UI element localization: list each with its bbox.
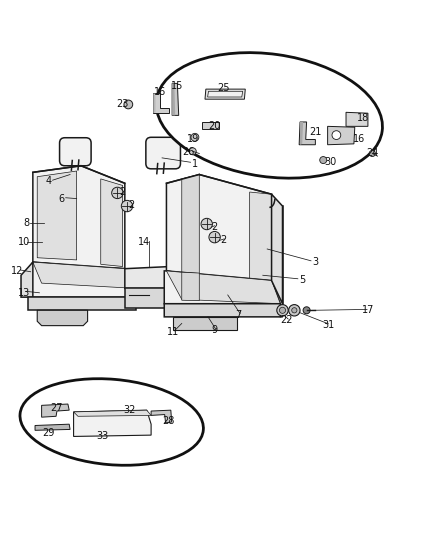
Circle shape	[189, 148, 196, 155]
Polygon shape	[328, 126, 355, 145]
Polygon shape	[125, 266, 171, 288]
Text: 14: 14	[138, 237, 151, 247]
Polygon shape	[42, 404, 69, 417]
Polygon shape	[37, 310, 88, 326]
Text: 15: 15	[171, 81, 184, 91]
Circle shape	[112, 187, 123, 199]
Circle shape	[369, 150, 375, 157]
Ellipse shape	[20, 379, 203, 465]
Text: 24: 24	[366, 149, 378, 158]
Text: 22: 22	[281, 316, 293, 325]
Circle shape	[191, 133, 199, 141]
Text: 23: 23	[117, 100, 129, 109]
Polygon shape	[300, 122, 303, 145]
Text: 2: 2	[220, 235, 226, 245]
Text: 18: 18	[357, 112, 370, 123]
FancyBboxPatch shape	[60, 138, 91, 166]
Text: 25: 25	[217, 83, 230, 93]
Text: 8: 8	[23, 217, 29, 228]
Text: 11: 11	[167, 327, 179, 337]
Circle shape	[279, 307, 286, 313]
Polygon shape	[37, 171, 77, 260]
Text: 27: 27	[51, 402, 63, 413]
Text: 12: 12	[11, 266, 24, 276]
Text: 2: 2	[212, 222, 218, 232]
Polygon shape	[272, 194, 283, 304]
Polygon shape	[164, 304, 283, 317]
Text: 20: 20	[208, 122, 221, 131]
Text: 33: 33	[97, 431, 109, 441]
Text: 3: 3	[312, 257, 318, 267]
Polygon shape	[166, 174, 272, 280]
Text: 31: 31	[322, 320, 335, 330]
Circle shape	[277, 304, 288, 316]
Polygon shape	[299, 122, 315, 145]
Text: 7: 7	[236, 310, 242, 320]
Text: 30: 30	[325, 157, 337, 167]
Text: 4: 4	[45, 176, 51, 186]
Polygon shape	[125, 288, 171, 308]
Polygon shape	[208, 91, 243, 97]
Circle shape	[303, 307, 310, 314]
Polygon shape	[101, 179, 123, 266]
Polygon shape	[250, 192, 272, 280]
Text: 29: 29	[42, 428, 54, 438]
Text: 17: 17	[362, 305, 374, 316]
Polygon shape	[28, 262, 136, 297]
Polygon shape	[74, 410, 151, 437]
Polygon shape	[153, 93, 169, 113]
Text: 2: 2	[120, 187, 126, 197]
Polygon shape	[346, 112, 368, 126]
Text: 26: 26	[182, 147, 194, 157]
Text: 6: 6	[58, 193, 64, 204]
Polygon shape	[182, 174, 199, 276]
Text: 5: 5	[299, 274, 305, 285]
Polygon shape	[172, 84, 179, 115]
Polygon shape	[202, 122, 219, 128]
FancyBboxPatch shape	[146, 138, 180, 169]
Polygon shape	[35, 424, 70, 430]
Text: 32: 32	[123, 405, 135, 415]
Polygon shape	[182, 272, 199, 301]
Polygon shape	[173, 317, 237, 330]
Circle shape	[209, 231, 220, 243]
Text: 28: 28	[162, 416, 175, 426]
Circle shape	[320, 157, 327, 164]
Text: 13: 13	[18, 288, 30, 298]
Polygon shape	[21, 262, 33, 297]
Circle shape	[201, 219, 212, 230]
Circle shape	[121, 200, 133, 212]
Text: 19: 19	[187, 134, 199, 144]
Circle shape	[289, 304, 300, 316]
Ellipse shape	[156, 53, 382, 178]
Polygon shape	[164, 271, 280, 304]
Text: 2: 2	[128, 200, 134, 210]
Text: 1: 1	[192, 159, 198, 168]
Circle shape	[332, 131, 341, 140]
Text: 21: 21	[309, 127, 321, 136]
Polygon shape	[28, 297, 136, 310]
Text: 16: 16	[353, 134, 365, 143]
Polygon shape	[153, 93, 155, 113]
Polygon shape	[74, 410, 151, 416]
Circle shape	[124, 100, 133, 109]
Polygon shape	[205, 89, 245, 99]
Polygon shape	[64, 142, 88, 163]
Polygon shape	[33, 166, 125, 269]
Polygon shape	[172, 84, 175, 115]
Text: 10: 10	[18, 237, 30, 247]
Polygon shape	[151, 410, 172, 423]
Polygon shape	[33, 262, 136, 288]
Circle shape	[292, 308, 297, 313]
Polygon shape	[166, 271, 280, 304]
Text: 9: 9	[212, 325, 218, 335]
Text: 16: 16	[154, 87, 166, 97]
